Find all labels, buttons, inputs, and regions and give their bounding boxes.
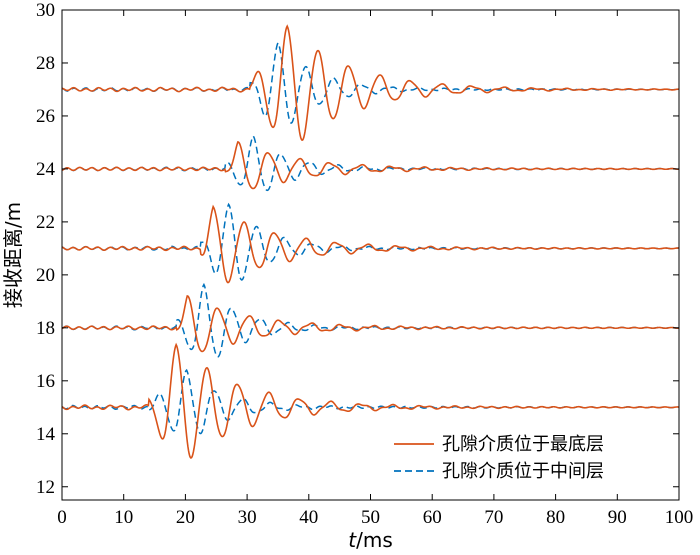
y-tick-label: 22 — [36, 212, 55, 233]
x-tick-label: 40 — [299, 507, 318, 528]
trace-bottom-layer-18m — [61, 294, 680, 353]
trace-middle-layer-18m — [61, 282, 680, 358]
x-tick-label: 50 — [361, 507, 380, 528]
legend-label-bottom-layer: 孔隙介质位于最底层 — [442, 434, 604, 455]
trace-middle-layer-27m — [61, 41, 680, 124]
trace-middle-layer-21m — [61, 202, 680, 281]
x-tick-label: 60 — [423, 507, 442, 528]
y-axis: 12 14 16 18 20 22 24 26 28 30 — [36, 0, 679, 498]
trace-bottom-layer-27m — [61, 24, 679, 142]
x-tick-label: 30 — [238, 507, 257, 528]
y-tick-label: 30 — [36, 0, 55, 21]
legend-box — [385, 423, 672, 491]
y-tick-label: 26 — [36, 106, 55, 127]
x-tick-label: 20 — [176, 507, 195, 528]
traces-layer — [61, 24, 680, 459]
y-tick-label: 14 — [36, 424, 56, 445]
x-axis-label: t/ms — [348, 528, 392, 552]
x-tick-label: 100 — [665, 507, 694, 528]
legend-label-middle-layer: 孔隙介质位于中间层 — [442, 461, 604, 482]
y-tick-label: 12 — [36, 477, 55, 498]
y-axis-label: 接收距离/m — [1, 202, 25, 308]
x-axis-label-unit: /ms — [356, 528, 393, 552]
x-tick-label: 70 — [484, 507, 503, 528]
y-tick-label: 18 — [36, 318, 55, 339]
y-tick-label: 24 — [36, 159, 56, 180]
trace-middle-layer-24m — [61, 134, 680, 192]
legend: 孔隙介质位于最底层 孔隙介质位于中间层 — [385, 423, 672, 491]
x-tick-label: 80 — [546, 507, 565, 528]
y-tick-label: 20 — [36, 265, 55, 286]
x-tick-label: 0 — [57, 507, 67, 528]
y-tick-label: 16 — [36, 371, 55, 392]
x-tick-label: 10 — [114, 507, 133, 528]
y-tick-label: 28 — [36, 53, 55, 74]
trace-bottom-layer-21m — [61, 204, 680, 284]
x-axis-label-variable: t — [348, 528, 357, 552]
trace-bottom-layer-15m — [61, 342, 680, 459]
trace-bottom-layer-24m — [61, 140, 680, 190]
x-tick-label: 90 — [608, 507, 627, 528]
x-axis: 0 10 20 30 40 50 60 70 80 90 100 — [57, 10, 693, 528]
